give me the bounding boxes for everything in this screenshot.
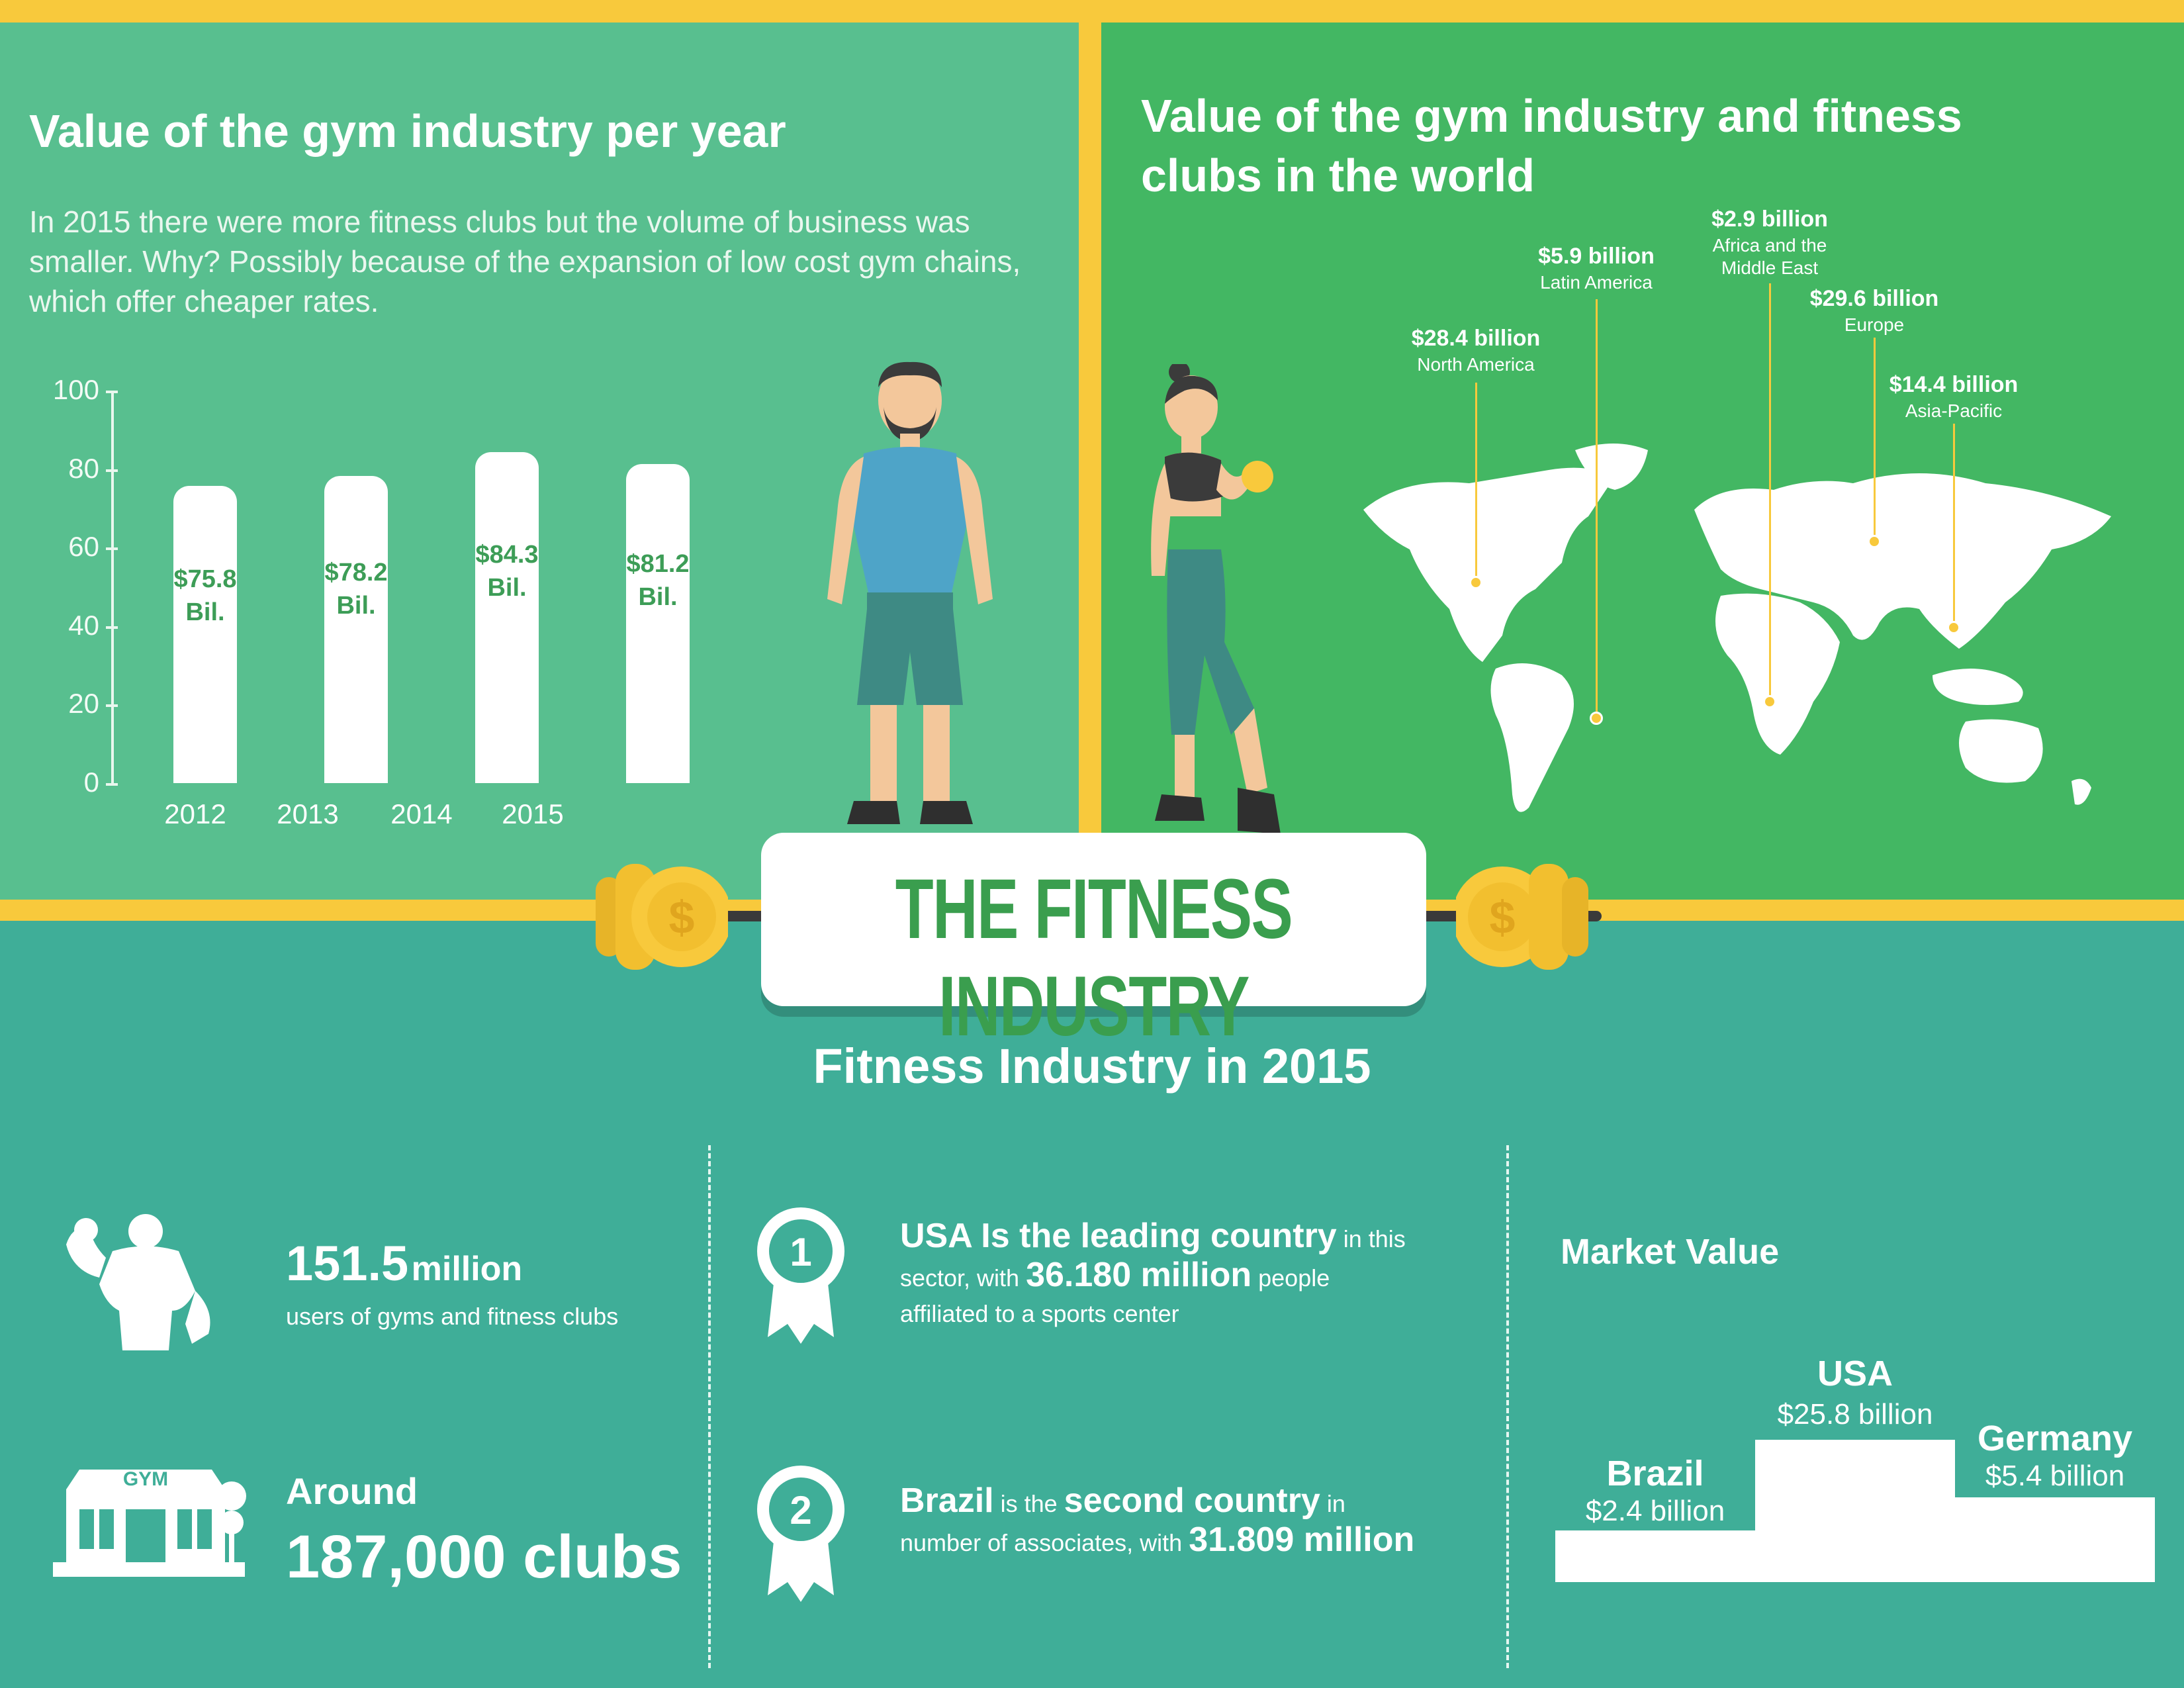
market-title: Market Value: [1561, 1232, 1780, 1272]
clubs-prefix: Around: [286, 1470, 418, 1512]
map-region-name: North America: [1417, 354, 1535, 375]
bar-2014: [475, 452, 539, 783]
podium-brazil: [1555, 1530, 1755, 1582]
map-pin-dot: [1947, 621, 1960, 634]
clubs-number: 187,000 clubs: [286, 1523, 682, 1591]
map-region-value: $29.6 billion: [1809, 286, 1939, 311]
title-banner: [761, 833, 1426, 1006]
map-pin-dot: [1590, 712, 1603, 725]
rank1-line3: affiliated to a sports center: [900, 1300, 1179, 1327]
podium-brazil-value: $2.4 billion: [1585, 1495, 1725, 1527]
bodybuilder-icon: [66, 1214, 210, 1350]
gym-building-icon: GYM: [53, 1468, 246, 1577]
man-figure-icon: [827, 361, 993, 824]
y-tick-mark: [106, 547, 118, 551]
chart-y-axis: [111, 391, 114, 784]
x-tick-label: 2013: [277, 798, 339, 829]
x-tick-label: 2015: [502, 798, 564, 829]
map-pin-dot: [1868, 535, 1881, 548]
rank1-lead: USA Is the leading country: [900, 1217, 1337, 1255]
bar-data-label: $81.2 Bil.: [626, 549, 690, 611]
users-number: 151.5: [286, 1236, 409, 1291]
rank1-line2-pre: sector, with: [900, 1264, 1026, 1291]
left-panel-description: In 2015 there were more fitness clubs bu…: [29, 205, 1021, 318]
x-tick-label: 2014: [390, 798, 453, 829]
y-tick-mark: [106, 704, 118, 708]
y-tick-mark: [106, 783, 118, 786]
rank2-bold2: second country: [1064, 1481, 1320, 1520]
rank2-line2-bold: 31.809 million: [1189, 1521, 1415, 1559]
map-pin-line: [1769, 283, 1771, 702]
y-tick-label: 0: [83, 767, 99, 798]
map-region-name: Europe: [1844, 314, 1905, 335]
rank1-line2-post: people: [1251, 1264, 1330, 1291]
bar-data-label: $78.2 Bil.: [324, 558, 388, 620]
right-weight-plate-icon: $: [1456, 864, 1588, 970]
bar-data-label: $84.3 Bil.: [475, 541, 539, 602]
y-tick-label: 80: [68, 452, 99, 484]
users-stat: 151.5 million: [286, 1235, 522, 1291]
users-unit: million: [411, 1250, 523, 1288]
y-tick-mark: [106, 391, 118, 393]
rank2-mid: is the: [993, 1490, 1064, 1517]
svg-text:$: $: [669, 892, 695, 943]
y-tick-mark: [106, 626, 118, 629]
podium-usa-name: USA: [1817, 1354, 1893, 1393]
map-pin-line: [1953, 424, 1955, 628]
users-label: users of gyms and fitness clubs: [286, 1303, 619, 1330]
bar-2015: [626, 464, 690, 783]
rank2-tail: in: [1320, 1490, 1345, 1517]
y-tick-label: 40: [68, 609, 99, 641]
left-panel-title: Value of the gym industry per year: [29, 105, 786, 157]
map-region-value: $5.9 billion: [1538, 244, 1655, 269]
map-pin-line: [1475, 383, 1477, 583]
rank2-line2-pre: number of associates, with: [900, 1529, 1189, 1556]
rank1-tail: in this: [1336, 1225, 1406, 1252]
medal-2-icon: 2: [757, 1466, 844, 1602]
divider-dashed-2: [1506, 1145, 1509, 1668]
rank1-line2-bold: 36.180 million: [1026, 1256, 1252, 1294]
medal-1-icon: 1: [757, 1207, 844, 1344]
bar-data-label: $75.8 Bil.: [173, 565, 237, 627]
map-pin-dot: [1763, 695, 1776, 708]
podium-brazil-name: Brazil: [1606, 1454, 1704, 1493]
rank1-text: USA Is the leading country in this secto…: [900, 1218, 1482, 1332]
podium-germany-value: $5.4 billion: [1985, 1460, 2125, 1492]
bar-2012: [173, 485, 237, 783]
y-tick-label: 100: [52, 374, 99, 405]
banner-title: THE FITNESS INDUSTRY: [895, 862, 1293, 1054]
map-region-value: $2.9 billion: [1711, 207, 1828, 232]
svg-text:$: $: [1490, 892, 1516, 943]
right-panel-title: Value of the gym industry and fitness cl…: [1141, 90, 1962, 201]
bar-2013: [324, 476, 388, 783]
y-tick-mark: [106, 469, 118, 472]
map-region-value: $28.4 billion: [1411, 326, 1541, 351]
panel-divider: [1079, 23, 1101, 900]
medal-1-number: 1: [790, 1230, 811, 1274]
podium-usa: [1755, 1440, 1955, 1582]
bottom-title: Fitness Industry in 2015: [813, 1039, 1371, 1094]
podium-germany: [1955, 1497, 2155, 1582]
map-region-value: $14.4 billion: [1889, 372, 2019, 397]
map-pin-dot: [1469, 576, 1482, 589]
map-region-name: Asia-Pacific: [1905, 400, 2003, 421]
podium-germany-name: Germany: [1977, 1419, 2133, 1458]
y-tick-label: 60: [68, 531, 99, 563]
gym-sign-text: GYM: [123, 1468, 168, 1490]
rank2-lead: Brazil: [900, 1481, 994, 1520]
map-pin-line: [1596, 299, 1598, 718]
x-tick-label: 2012: [164, 798, 226, 829]
world-map-icon: [1363, 444, 2111, 812]
map-pin-line: [1874, 338, 1876, 541]
podium-usa-value: $25.8 billion: [1777, 1398, 1933, 1430]
medal-2-number: 2: [790, 1488, 811, 1532]
top-yellow-bar: [0, 0, 2184, 23]
rank2-text: Brazil is the second country in number o…: [900, 1483, 1496, 1561]
y-tick-label: 20: [68, 688, 99, 720]
woman-figure-icon: [1151, 364, 1281, 834]
divider-dashed-1: [708, 1145, 711, 1668]
map-region-name: Latin America: [1540, 272, 1653, 293]
left-weight-plate-icon: $: [596, 864, 728, 970]
map-region-name: Africa and the Middle East: [1712, 235, 1827, 278]
